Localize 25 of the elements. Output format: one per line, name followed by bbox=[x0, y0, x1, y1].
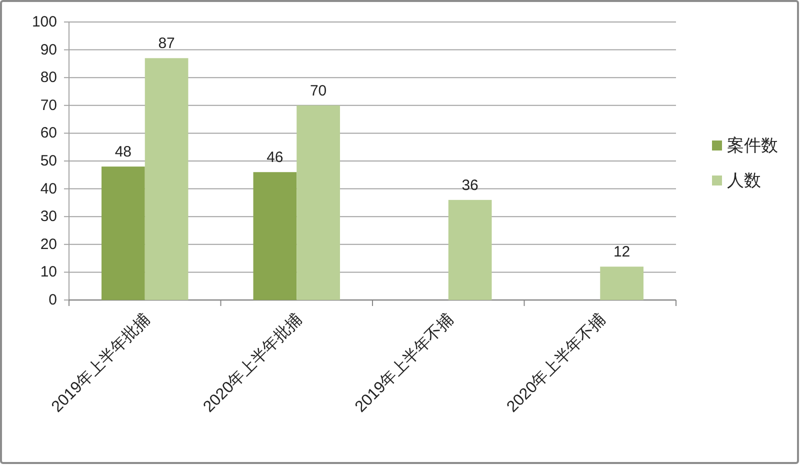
y-tick-label: 80 bbox=[40, 69, 57, 86]
y-tick-label: 40 bbox=[40, 180, 57, 198]
y-tick-label: 70 bbox=[40, 96, 57, 114]
data-label: 46 bbox=[266, 149, 284, 166]
y-tick-label: 10 bbox=[40, 264, 57, 281]
bar bbox=[144, 58, 188, 300]
data-label: 36 bbox=[462, 176, 478, 194]
bar bbox=[296, 105, 340, 300]
y-tick-label: 30 bbox=[40, 208, 57, 226]
data-label: 87 bbox=[158, 35, 175, 52]
legend-label: 人数 bbox=[727, 171, 761, 190]
data-label: 12 bbox=[613, 244, 630, 261]
y-tick-label: 0 bbox=[48, 292, 57, 308]
bar bbox=[102, 166, 145, 300]
y-tick-label: 20 bbox=[40, 236, 57, 253]
y-tick-label: 60 bbox=[40, 124, 57, 142]
y-tick-label: 50 bbox=[40, 152, 57, 170]
data-label: 48 bbox=[114, 144, 132, 161]
y-tick-label: 100 bbox=[32, 14, 57, 30]
bar bbox=[448, 200, 492, 300]
bar bbox=[600, 266, 644, 300]
y-tick-label: 90 bbox=[40, 41, 57, 58]
legend-label: 案件数 bbox=[727, 136, 778, 155]
bar bbox=[253, 172, 297, 300]
data-label: 70 bbox=[310, 82, 327, 100]
